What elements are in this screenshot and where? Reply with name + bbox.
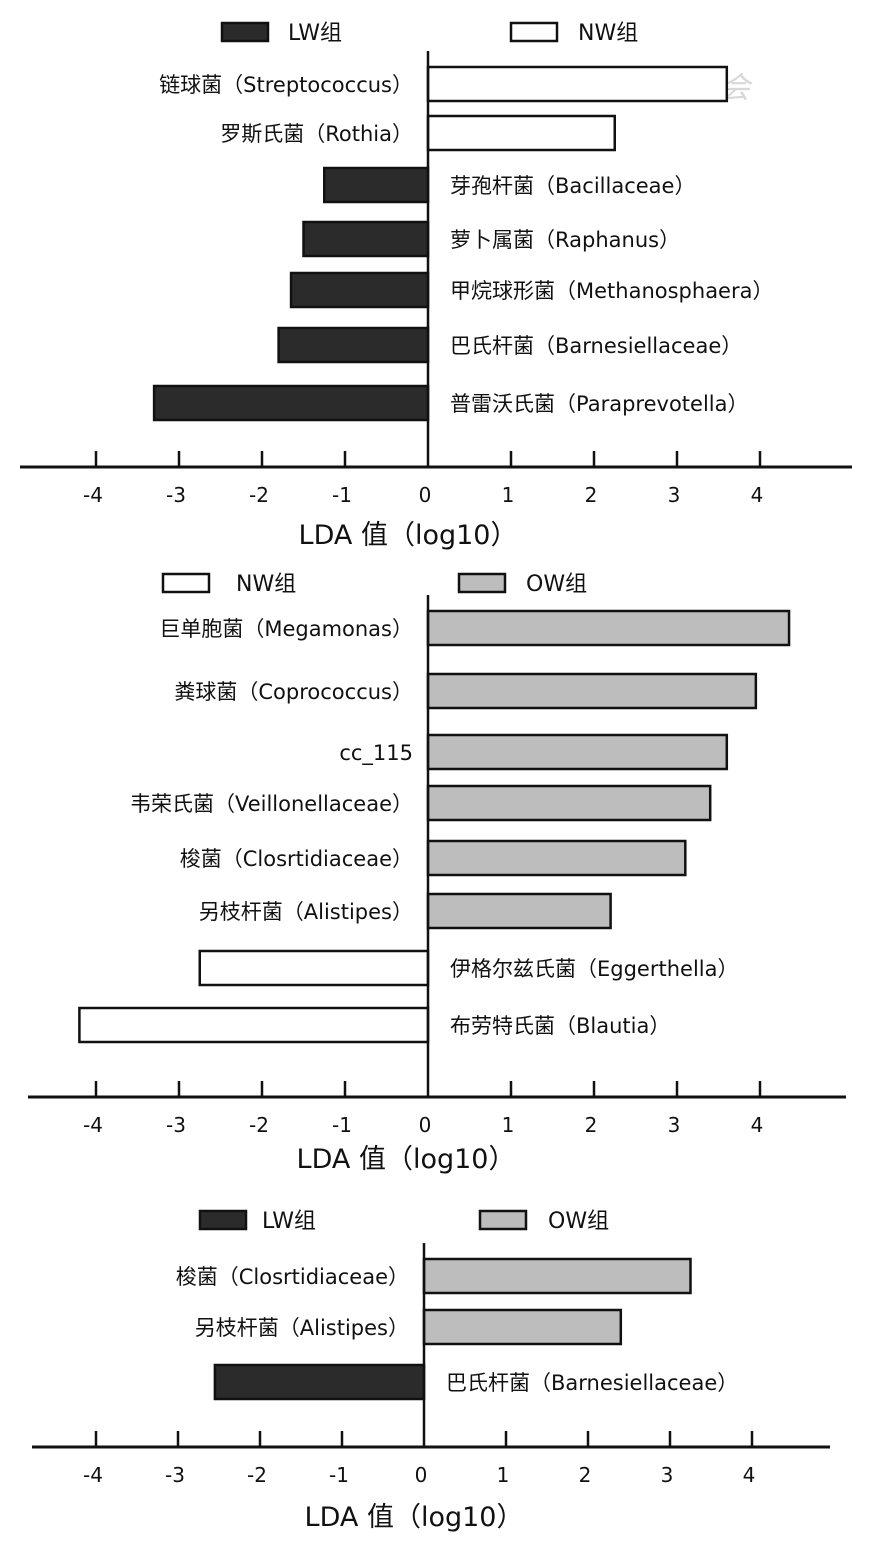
category-label: 布劳特氏菌（Blautia） [450, 1014, 670, 1038]
category-label: 另枝杆菌（Alistipes） [195, 1316, 409, 1340]
x-tick-label: -3 [166, 1113, 186, 1137]
bar [198, 949, 430, 987]
bar [152, 384, 430, 422]
legend-label-lw: LW组 [288, 21, 342, 46]
legend-label-lw: LW组 [262, 1209, 316, 1234]
bar [213, 1363, 426, 1401]
x-tick-label: 3 [661, 1463, 674, 1487]
legend-swatch-nw [161, 572, 211, 594]
bar [426, 892, 612, 930]
x-tick-label: 2 [579, 1463, 592, 1487]
bar [426, 609, 791, 647]
category-label: 梭菌（Closrtidiaceae） [180, 847, 413, 871]
legend-label-ow: OW组 [526, 572, 587, 597]
category-label: 萝卜属菌（Raphanus） [450, 228, 680, 252]
bar [426, 65, 729, 103]
bar [277, 326, 430, 364]
legend-swatch-nw [509, 21, 559, 43]
x-tick-label: 1 [502, 483, 515, 507]
category-label: 芽孢杆菌（Bacillaceae） [450, 174, 695, 198]
category-label: 巴氏杆菌（Barnesiellaceae） [446, 1371, 738, 1395]
x-tick-label: 3 [668, 1113, 681, 1137]
bar [426, 733, 729, 771]
bar [289, 271, 430, 309]
category-label: 巴氏杆菌（Barnesiellaceae） [450, 334, 742, 358]
x-tick-label: -3 [165, 1463, 185, 1487]
bar [302, 220, 430, 258]
x-tick-label: -2 [249, 483, 269, 507]
x-axis-title: LDA 值（log10） [299, 520, 518, 551]
legend-label-nw: NW组 [236, 572, 296, 597]
bar [422, 1257, 692, 1295]
x-tick-label: 0 [415, 1463, 428, 1487]
x-tick-label: -1 [329, 1463, 349, 1487]
x-tick-label: -2 [247, 1463, 267, 1487]
bar [78, 1006, 430, 1044]
category-label: 韦荣氏菌（Veillonellaceae） [130, 792, 413, 816]
category-label: 罗斯氏菌（Rothia） [220, 122, 413, 146]
x-axis-title: LDA 值（log10） [305, 1502, 524, 1533]
x-axis-title: LDA 值（log10） [297, 1144, 516, 1175]
x-tick-label: 0 [419, 1113, 432, 1137]
x-tick-label: 4 [743, 1463, 756, 1487]
legend-swatch-lw [198, 1209, 248, 1231]
bar [426, 784, 712, 822]
category-label: 普雷沃氏菌（Paraprevotella） [450, 392, 748, 416]
bar [323, 166, 430, 204]
legend-label-ow: OW组 [548, 1209, 609, 1234]
category-label: cc_115 [339, 741, 413, 766]
bar [422, 1308, 623, 1346]
x-tick-label: 2 [585, 483, 598, 507]
category-label: 另枝杆菌（Alistipes） [199, 900, 413, 924]
x-tick-label: 3 [668, 483, 681, 507]
x-tick-label: 4 [751, 1113, 764, 1137]
x-tick-label: -4 [83, 483, 103, 507]
x-tick-label: 2 [585, 1113, 598, 1137]
x-tick-label: 0 [419, 483, 432, 507]
x-tick-label: -4 [83, 1463, 103, 1487]
bar [426, 114, 616, 152]
x-tick-label: 4 [751, 483, 764, 507]
bar [426, 839, 687, 877]
category-label: 链球菌（Streptococcus） [159, 73, 413, 97]
category-label: 甲烷球形菌（Methanosphaera） [450, 279, 773, 303]
category-label: 粪球菌（Coprococcus） [174, 680, 413, 704]
category-label: 梭菌（Closrtidiaceae） [176, 1265, 409, 1289]
x-tick-label: 1 [497, 1463, 510, 1487]
legend-swatch-ow [478, 1209, 528, 1231]
x-tick-label: -3 [166, 483, 186, 507]
legend-swatch-lw [220, 21, 270, 43]
category-label: 伊格尔兹氏菌（Eggerthella） [450, 957, 738, 981]
x-tick-label: -1 [332, 483, 352, 507]
category-label: 巨单胞菌（Megamonas） [159, 617, 413, 641]
legend-swatch-ow [457, 572, 507, 594]
x-tick-label: -1 [332, 1113, 352, 1137]
bar [426, 672, 758, 710]
x-tick-label: 1 [502, 1113, 515, 1137]
legend-label-nw: NW组 [578, 21, 638, 46]
x-tick-label: -2 [249, 1113, 269, 1137]
x-tick-label: -4 [83, 1113, 103, 1137]
